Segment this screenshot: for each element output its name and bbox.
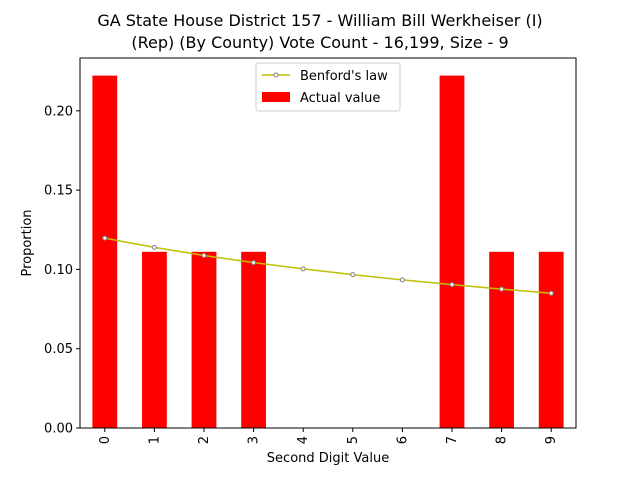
chart-title-line-1: GA State House District 157 - William Bi… bbox=[97, 11, 543, 30]
bar-digit-3 bbox=[241, 251, 266, 428]
benford-point-7 bbox=[449, 282, 455, 288]
benford-point-8 bbox=[499, 286, 505, 292]
x-tick-label: 5 bbox=[346, 436, 361, 444]
plot-frame bbox=[79, 57, 577, 429]
bar-digit-2 bbox=[191, 251, 217, 428]
bar-digit-0 bbox=[92, 75, 118, 428]
legend-marker-swatch bbox=[273, 72, 279, 78]
y-tick-label: 0.15 bbox=[44, 184, 73, 199]
benford-line-group bbox=[102, 235, 554, 296]
y-tick-label: 0.20 bbox=[44, 104, 73, 119]
bar-digit-7 bbox=[439, 75, 465, 428]
x-axis-label: Second Digit Value bbox=[267, 451, 389, 466]
benford-point-1 bbox=[151, 244, 157, 250]
bar-digit-1 bbox=[142, 251, 167, 428]
legend: Benford's law Actual value bbox=[255, 62, 401, 112]
benford-point-9 bbox=[548, 290, 554, 296]
chart-title-line-2: (Rep) (By County) Vote Count - 16,199, S… bbox=[131, 33, 509, 52]
benford-point-3 bbox=[251, 260, 257, 266]
x-tick-label: 8 bbox=[495, 436, 510, 444]
bar-digit-9 bbox=[538, 251, 564, 428]
x-tick-label: 7 bbox=[445, 436, 460, 444]
benford-point-5 bbox=[350, 272, 356, 278]
benford-point-4 bbox=[300, 266, 306, 272]
x-tick-label: 0 bbox=[98, 436, 113, 444]
y-axis-label: Proportion bbox=[20, 209, 35, 276]
x-tick-label: 6 bbox=[395, 436, 410, 444]
y-tick-label: 0.10 bbox=[44, 263, 73, 278]
legend-label-actual: Actual value bbox=[300, 91, 380, 106]
x-tick-label: 9 bbox=[544, 436, 559, 444]
legend-bar-swatch bbox=[262, 92, 290, 102]
bars-group bbox=[92, 75, 564, 428]
x-tick-label: 3 bbox=[247, 436, 262, 444]
benford-point-0 bbox=[102, 235, 108, 241]
x-tick-label: 2 bbox=[197, 436, 212, 444]
benford-point-2 bbox=[201, 252, 207, 258]
x-tick-label: 4 bbox=[296, 436, 311, 444]
bar-digit-8 bbox=[489, 251, 514, 428]
legend-box bbox=[255, 62, 401, 112]
benford-point-6 bbox=[399, 277, 405, 283]
legend-label-benford: Benford's law bbox=[300, 69, 388, 84]
y-tick-label: 0.00 bbox=[44, 422, 73, 437]
benford-line bbox=[104, 237, 552, 294]
y-tick-label: 0.05 bbox=[44, 342, 73, 357]
axes-group: 0.00 0.05 0.10 0.15 0.20 0 1 2 3 4 5 6 7 8 9 bbox=[44, 57, 577, 444]
x-tick-label: 1 bbox=[147, 436, 162, 444]
